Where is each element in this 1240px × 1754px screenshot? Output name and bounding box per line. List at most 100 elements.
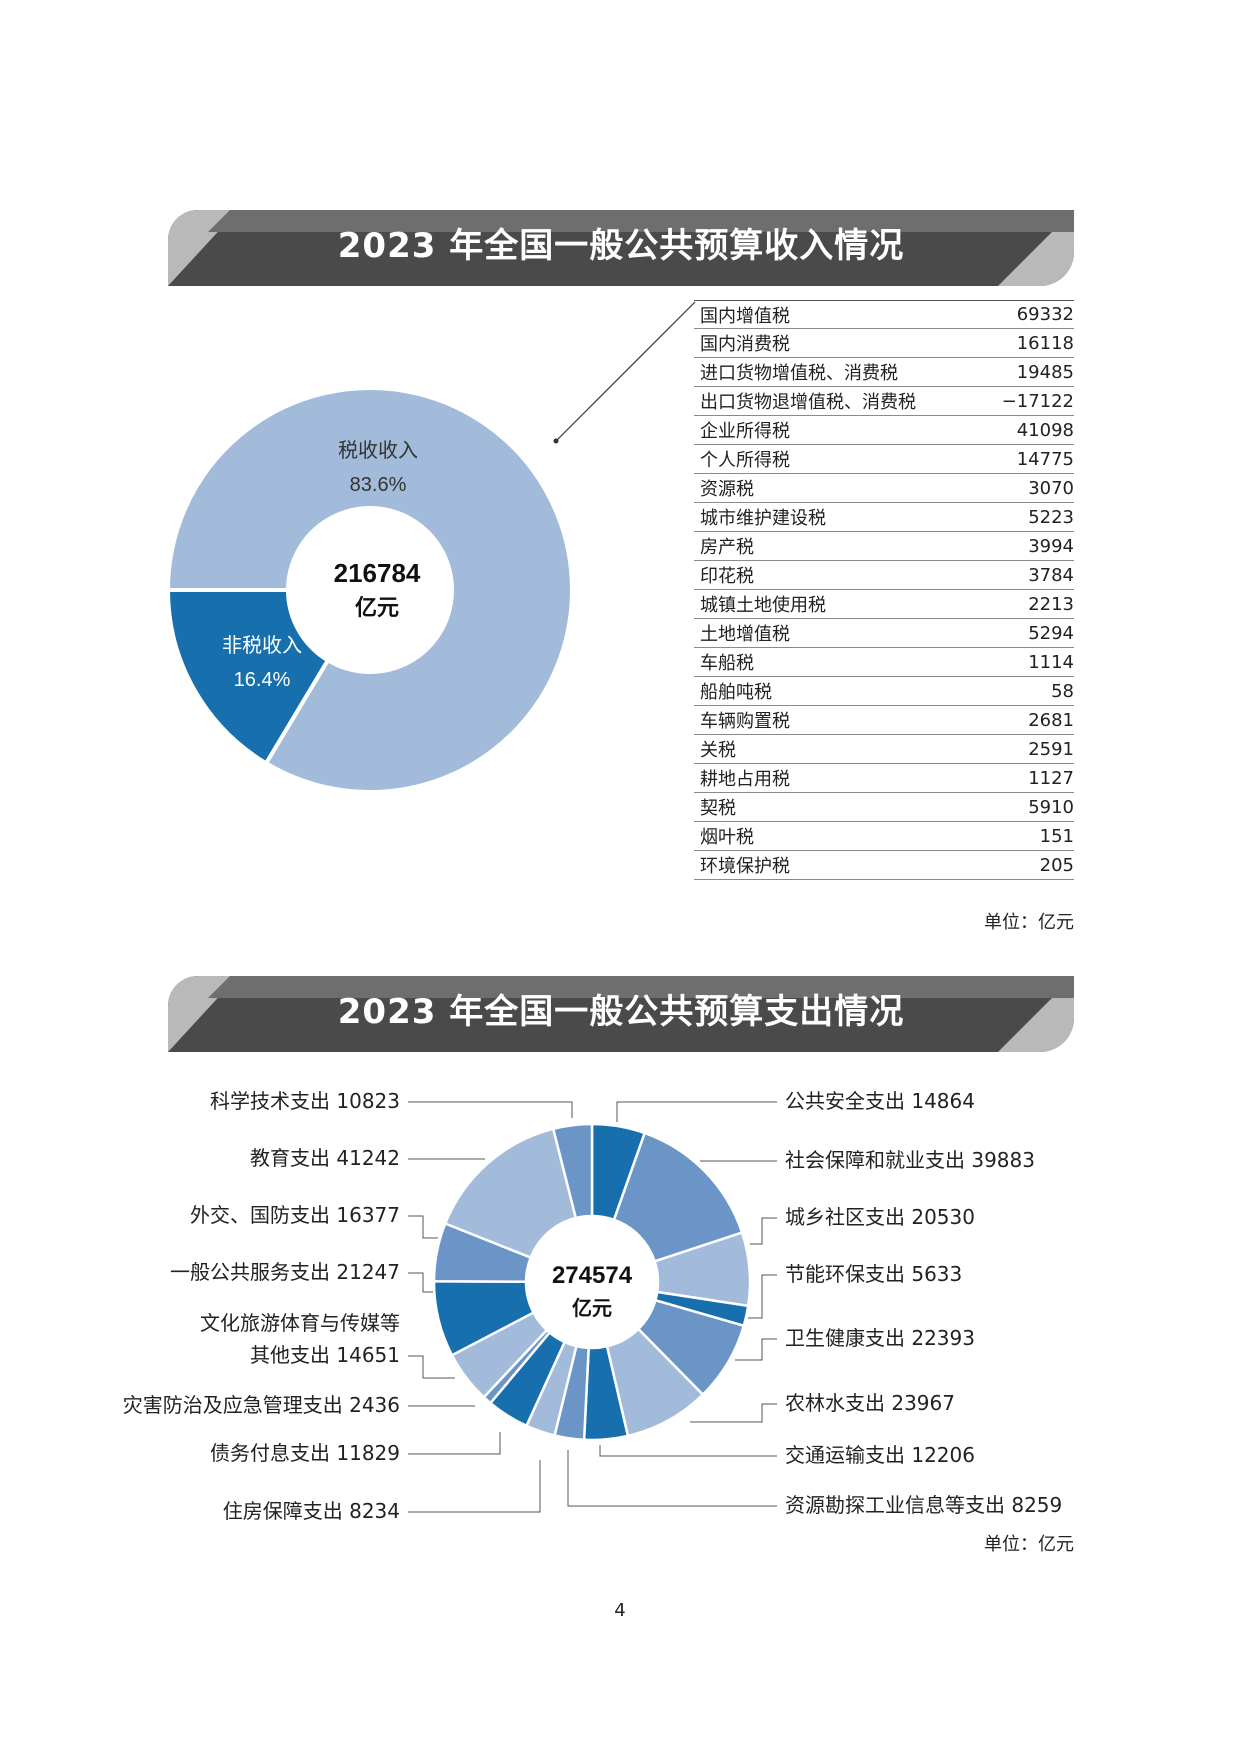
expense-category-label: 卫生健康支出 22393 [785,1326,975,1350]
leader-line [408,1460,541,1513]
table-row: 出口货物退增值税、消费税 −17122 [694,387,1074,416]
income-donut-chart: 216784 亿元 税收收入 83.6% 非税收入 16.4% [165,386,574,794]
table-row: 契税 5910 [694,793,1074,822]
tax-item-value: 58 [1051,680,1074,702]
income-title-banner: 2023 年全国一般公共预算收入情况 [168,210,1074,286]
leader-line [408,1432,501,1455]
income-tax-table: 国内增值税 69332 国内消费税 16118 进口货物增值税、消费税 19485 出口货物… [694,300,1074,880]
expense-banner-shape [168,976,1074,1052]
tax-item-value: 16118 [1016,332,1074,354]
tax-item-label: 土地增值税 [700,624,790,645]
tax-item-label: 印花税 [700,566,754,587]
table-row: 城市维护建设税 5223 [694,503,1074,532]
tax-item-value: 1127 [1028,767,1074,789]
tax-item-label: 车辆购置税 [700,711,790,732]
table-row: 资源税 3070 [694,474,1074,503]
expense-center-unit: 亿元 [572,1296,612,1320]
tax-item-label: 资源税 [700,479,754,500]
tax-item-label: 国内消费税 [700,334,790,355]
table-row: 车船税 1114 [694,648,1074,677]
expense-category-label: 交通运输支出 12206 [785,1443,975,1467]
tax-item-value: 205 [1039,854,1074,876]
expense-title-banner: 2023 年全国一般公共预算支出情况 [168,976,1074,1052]
expense-category-label: 其他支出 14651 [250,1343,400,1367]
expense-category-label: 住房保障支出 8234 [223,1499,400,1523]
tax-item-value: 69332 [1016,304,1074,325]
expense-category-label: 节能环保支出 5633 [785,1262,962,1286]
expense-category-label: 科学技术支出 10823 [210,1089,400,1113]
tax-revenue-label: 税收收入 [338,438,418,462]
tax-item-label: 进口货物增值税、消费税 [700,363,898,384]
table-row: 城镇土地使用税 2213 [694,590,1074,619]
table-row: 关税 2591 [694,735,1074,764]
tax-item-label: 城镇土地使用税 [700,595,826,616]
tax-revenue-percent: 83.6% [350,474,407,496]
leader-line [735,1338,777,1361]
tax-item-value: 19485 [1016,361,1074,383]
tax-item-value: 2213 [1028,593,1074,615]
leader-line [408,1215,438,1239]
tax-item-value: 5223 [1028,506,1074,528]
nontax-revenue-label: 非税收入 [222,633,302,657]
table-row: 房产税 3994 [694,532,1074,561]
leader-line [748,1274,777,1319]
expense-donut-hole [526,1216,658,1348]
tax-item-label: 关税 [700,740,736,761]
tax-item-value: 41098 [1016,419,1074,441]
expense-category-label: 农林水支出 23967 [785,1391,955,1415]
table-row: 印花税 3784 [694,561,1074,590]
income-center-unit: 亿元 [355,596,399,621]
expense-donut-chart: 科学技术支出 10823 教育支出 41242 外交、国防支出 16377 一般公共服… [123,1089,1063,1523]
expense-category-label: 教育支出 41242 [250,1146,400,1170]
tax-item-label: 契税 [700,798,736,819]
expense-category-label: 城乡社区支出 20530 [785,1205,975,1229]
income-title: 2023 年全国一般公共预算收入情况 [337,226,905,266]
table-row: 企业所得税 41098 [694,416,1074,445]
table-row: 车辆购置税 2681 [694,706,1074,735]
table-row: 国内消费税 16118 [694,329,1074,358]
tax-item-value: 2681 [1028,709,1074,731]
tax-item-value: 3784 [1028,564,1074,586]
tax-item-label: 出口货物退增值税、消费税 [700,392,916,413]
tax-item-value: 151 [1039,825,1074,847]
expense-center-value: 274574 [552,1262,633,1289]
tax-item-value: 14775 [1016,448,1074,470]
expense-category-label: 一般公共服务支出 21247 [170,1260,400,1284]
expense-category-label: 外交、国防支出 16377 [190,1203,400,1227]
tax-item-label: 国内增值税 [700,305,790,327]
tax-item-value: 3070 [1028,477,1074,499]
table-row: 耕地占用税 1127 [694,764,1074,793]
expense-category-label: 公共安全支出 14864 [785,1089,975,1113]
table-row: 烟叶税 151 [694,822,1074,851]
tax-item-value: 3994 [1028,535,1074,557]
tax-item-value: 2591 [1028,738,1074,760]
table-row: 国内增值税 69332 [694,300,1074,329]
tax-item-label: 企业所得税 [700,421,790,442]
nontax-revenue-percent: 16.4% [234,669,291,691]
tax-item-label: 车船税 [700,653,754,674]
expense-category-label: 灾害防治及应急管理支出 2436 [123,1393,400,1417]
tax-item-value: 5294 [1028,622,1074,644]
tax-item-value: 5910 [1028,796,1074,818]
leader-line [690,1403,777,1423]
tax-item-label: 环境保护税 [700,856,790,877]
income-connector-line [553,301,696,444]
tax-item-label: 船舶吨税 [700,682,772,703]
expense-category-label: 债务付息支出 11829 [210,1441,400,1465]
table-row: 进口货物增值税、消费税 19485 [694,358,1074,387]
income-center-value: 216784 [334,558,421,588]
income-donut-hole [288,508,452,672]
tax-item-label: 个人所得税 [700,450,790,471]
tax-item-label: 房产税 [700,537,754,558]
page-number: 4 [614,1600,626,1621]
income-unit-label: 单位：亿元 [984,912,1074,933]
expense-unit-label: 单位：亿元 [984,1534,1074,1555]
tax-item-value: 1114 [1028,651,1074,673]
tax-item-value: −17122 [1001,390,1074,412]
income-banner-shape [168,210,1074,286]
leader-line [616,1101,777,1122]
leader-line [408,1101,573,1118]
expense-category-label: 资源勘探工业信息等支出 8259 [785,1493,1062,1517]
leader-line [567,1450,777,1507]
expense-category-label: 社会保障和就业支出 39883 [785,1148,1035,1172]
